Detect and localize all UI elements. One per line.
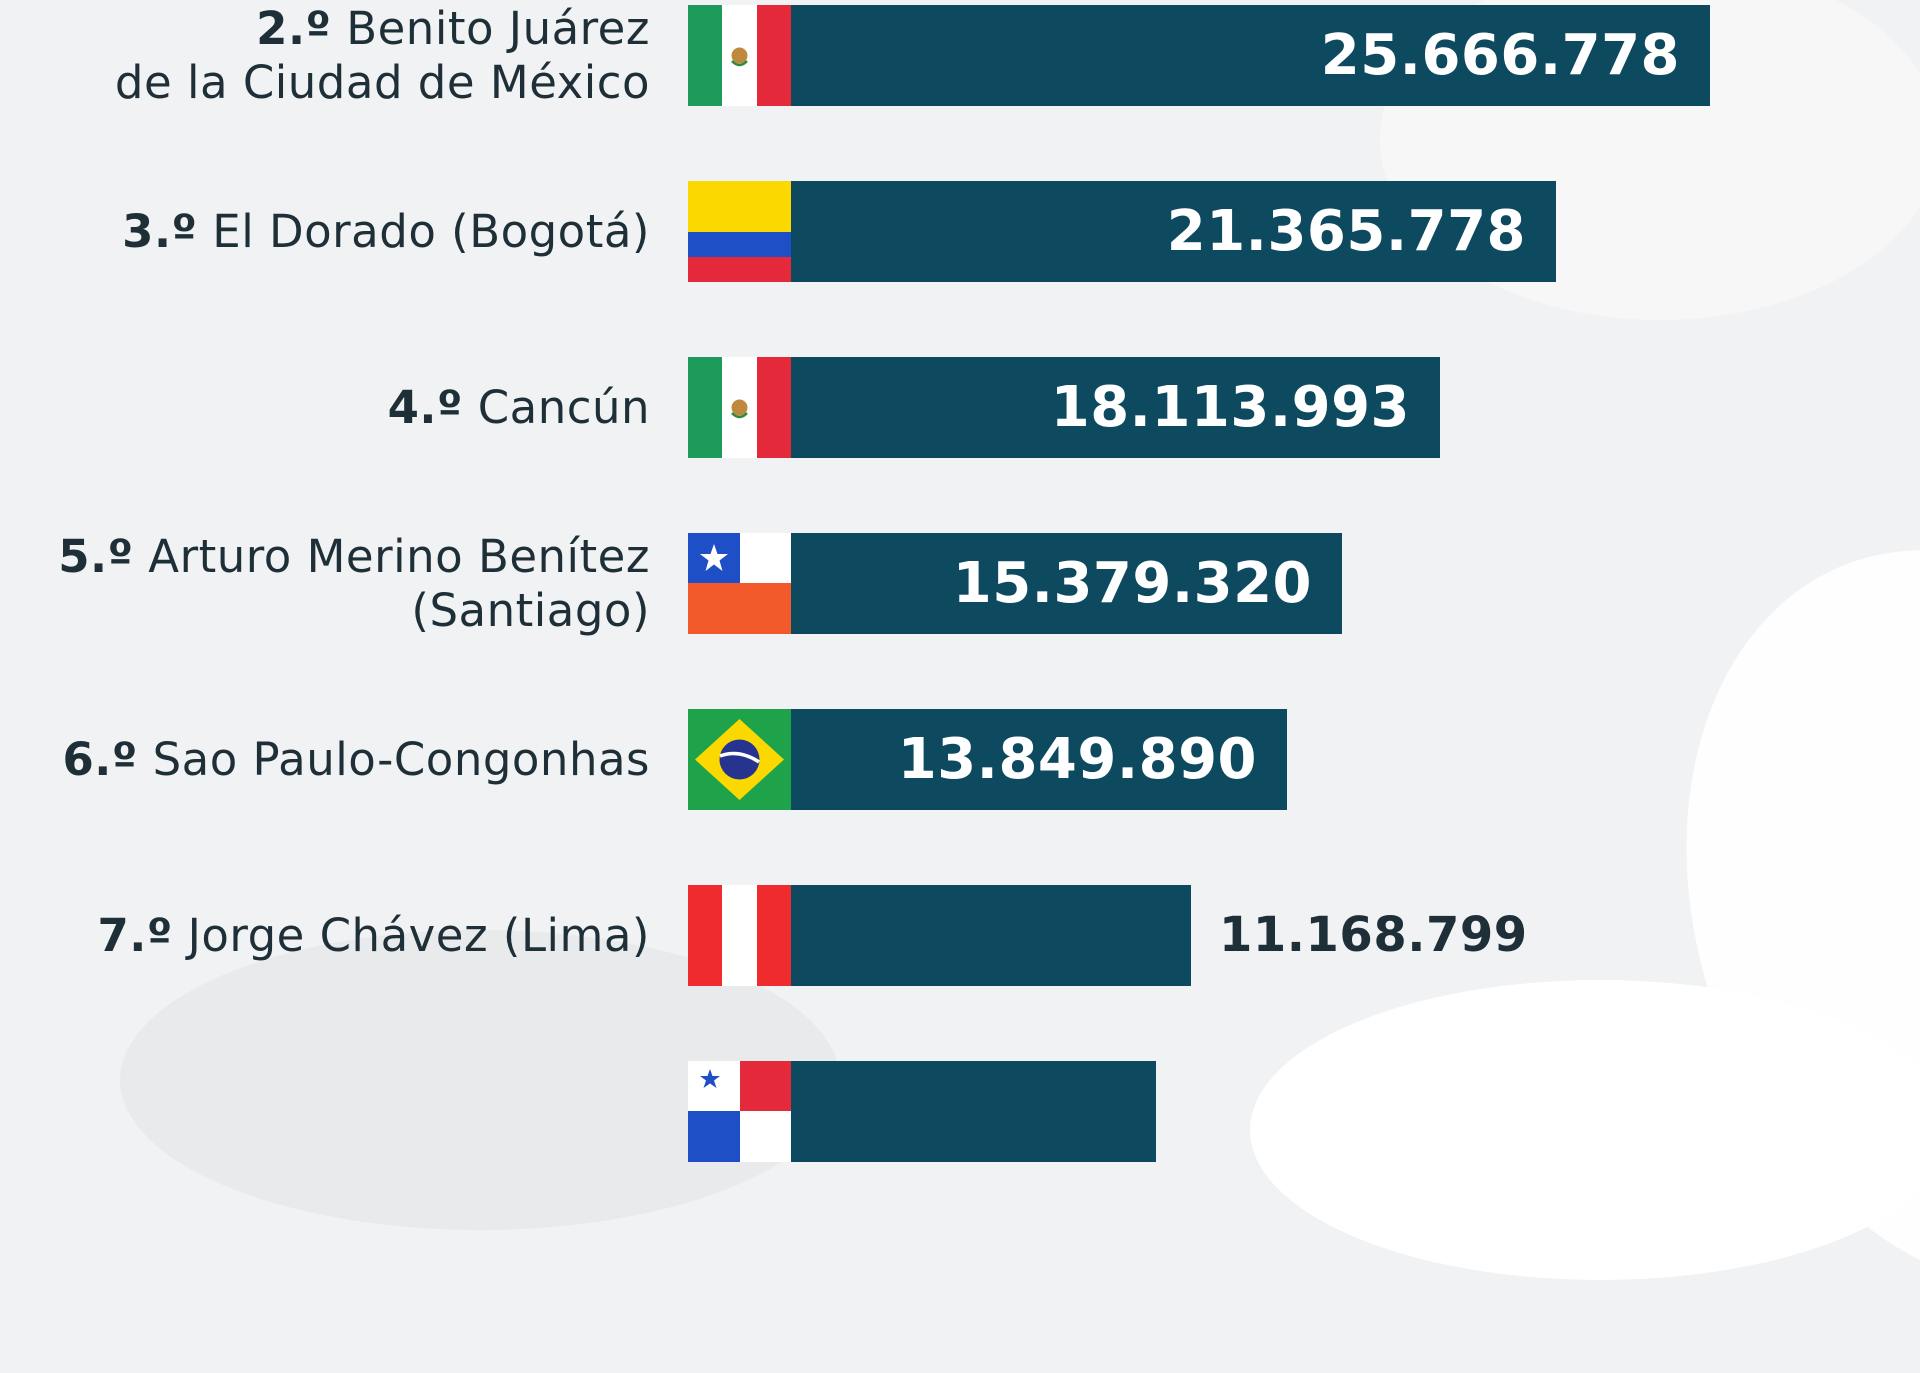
airport-label-line: 3.º El Dorado (Bogotá) [0, 205, 650, 259]
bar-value-label: 18.113.993 [1050, 375, 1410, 440]
bar-value-label: 15.379.320 [952, 551, 1312, 616]
bar [791, 709, 1287, 810]
airport-name: Arturo Merino Benítez [133, 529, 650, 583]
airport-name: El Dorado (Bogotá) [197, 204, 650, 258]
mexico-flag-icon [688, 357, 791, 458]
bar [791, 357, 1440, 458]
bar [791, 1061, 1156, 1162]
rank-number: 7.º [97, 908, 173, 962]
airport-label: 3.º El Dorado (Bogotá) [0, 205, 650, 259]
airport-label: 6.º Sao Paulo-Congonhas [0, 733, 650, 787]
rank-number: 4.º [387, 380, 463, 434]
airport-name: Cancún [462, 380, 650, 434]
airport-label-line: 5.º Arturo Merino Benítez [0, 530, 650, 584]
bar [791, 885, 1191, 986]
bar [791, 5, 1710, 106]
airport-label-line: 6.º Sao Paulo-Congonhas [0, 733, 650, 787]
airport-name-line2: de la Ciudad de México [114, 55, 650, 109]
airport-label-line: 2.º Benito Juárez [0, 2, 650, 56]
airport-name: Sao Paulo-Congonhas [137, 732, 650, 786]
airport-label-line: 7.º Jorge Chávez (Lima) [0, 909, 650, 963]
bar-value-label: 13.849.890 [897, 727, 1257, 792]
brazil-flag-icon [688, 709, 791, 810]
bar [791, 181, 1556, 282]
rank-number: 6.º [62, 732, 138, 786]
airport-name: Jorge Chávez (Lima) [172, 908, 650, 962]
airport-label: 7.º Jorge Chávez (Lima) [0, 909, 650, 963]
bar-value-label: 21.365.778 [1166, 199, 1526, 264]
airport-name: Benito Juárez [331, 1, 650, 55]
rank-number: 3.º [122, 204, 198, 258]
airport-passenger-bar-chart: 2.º Benito Juárez de la Ciudad de México 2… [0, 2, 1710, 1162]
bar [791, 533, 1342, 634]
bar-value-label: 25.666.778 [1320, 23, 1680, 88]
chile-flag-icon [688, 533, 791, 634]
mexico-flag-icon [688, 5, 791, 106]
airport-label: 5.º Arturo Merino Benítez (Santiago) [0, 530, 650, 638]
airport-name-line2: (Santiago) [411, 583, 650, 637]
colombia-flag-icon [688, 181, 791, 282]
airport-label: 4.º Cancún [0, 381, 650, 435]
peru-flag-icon [688, 885, 791, 986]
panama-flag-icon [688, 1061, 791, 1162]
airport-label-line: 4.º Cancún [0, 381, 650, 435]
bar-value-label: 11.168.799 [1219, 907, 1528, 963]
rank-number: 5.º [58, 529, 134, 583]
rank-number: 2.º [256, 1, 332, 55]
airport-label: 2.º Benito Juárez de la Ciudad de México [0, 2, 650, 110]
